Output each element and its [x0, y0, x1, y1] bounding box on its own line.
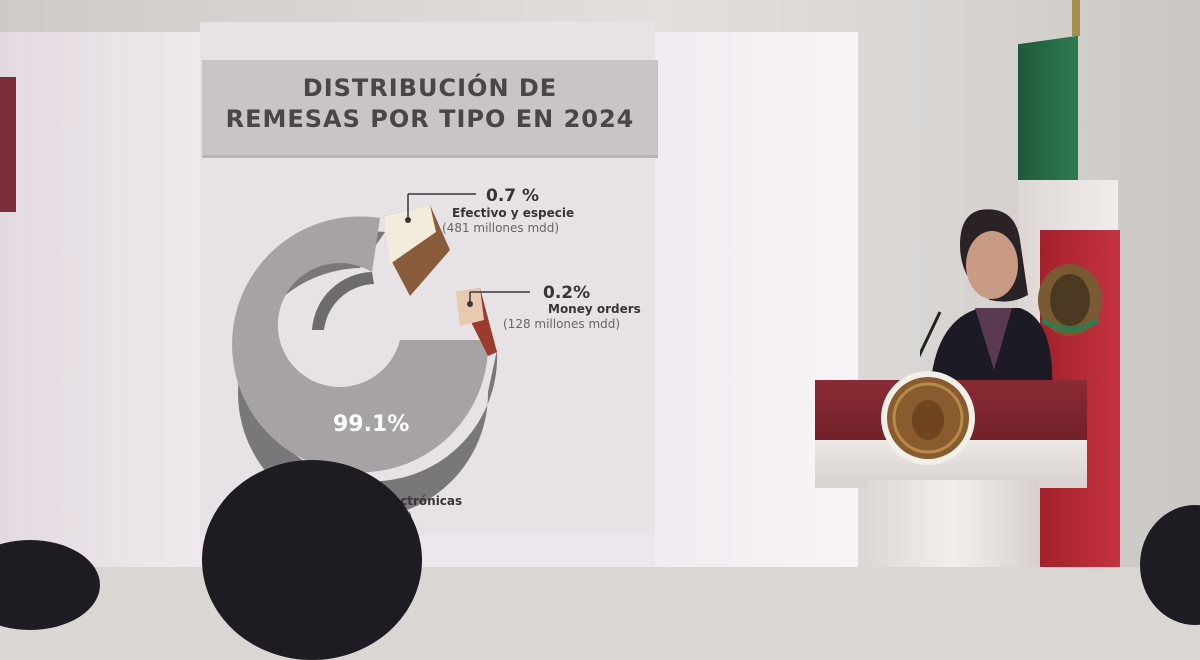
flag-pole-finial: [1072, 0, 1080, 36]
podium-seal-icon: [881, 371, 975, 465]
slide-title-box: [202, 60, 658, 155]
slide-title-line-2: REMESAS POR TIPO EN 2024: [225, 105, 635, 133]
screen-decorative-band: [0, 32, 200, 567]
money-orders-name-label: Money orders: [548, 302, 641, 316]
leader-dot-efectivo: [405, 217, 411, 223]
speaker-silhouette: [920, 209, 1053, 390]
efectivo-detail-label: (481 millones mdd): [442, 221, 560, 235]
maroon-accent-strip: [0, 77, 16, 212]
donut-segment-efectivo-top: [384, 205, 436, 264]
money-orders-percent-label: 0.2%: [543, 283, 591, 303]
main-percent-label: 99.1%: [333, 412, 410, 437]
podium-base: [868, 480, 1038, 567]
flag-emblem-icon: [1038, 264, 1102, 336]
donut-inner-depth: [312, 272, 374, 330]
audience-head-front: [202, 460, 422, 660]
donut-chart: [232, 193, 530, 518]
leader-dot-money-orders: [467, 301, 473, 307]
slide-title-line-1: DISTRIBUCIÓN DE: [302, 74, 558, 102]
efectivo-name-label: Efectivo y especie: [452, 206, 575, 220]
main-name-label-partial: ectrónicas: [392, 494, 463, 508]
donut-segment-main: [232, 216, 489, 473]
money-orders-detail-label: (128 millones mdd): [503, 317, 621, 331]
efectivo-percent-label: 0.7 %: [486, 186, 540, 206]
